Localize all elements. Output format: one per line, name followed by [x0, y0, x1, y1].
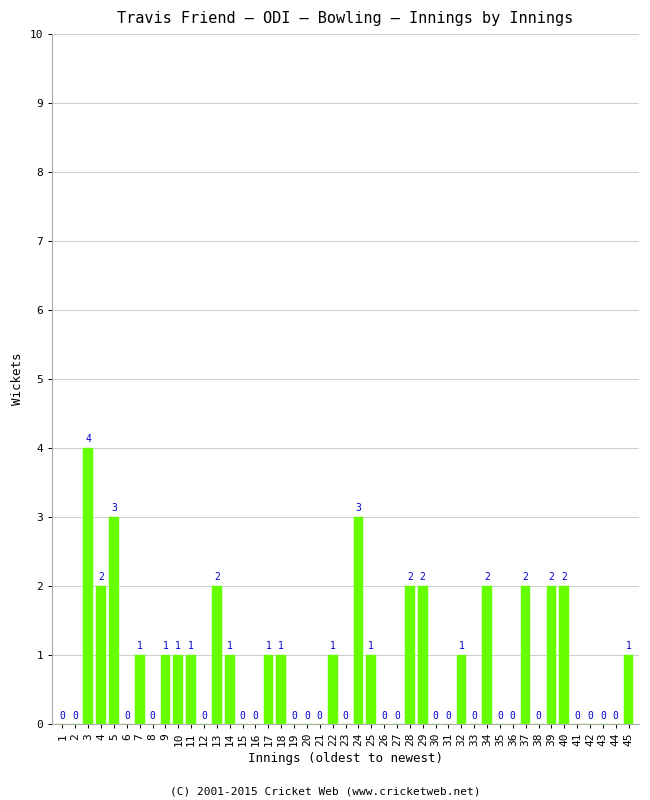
Text: 4: 4 — [85, 434, 91, 444]
Text: 2: 2 — [214, 572, 220, 582]
Text: 0: 0 — [600, 711, 606, 721]
Text: 0: 0 — [510, 711, 515, 721]
Text: 1: 1 — [369, 641, 374, 650]
Bar — [547, 586, 556, 724]
Bar — [354, 517, 363, 724]
Text: 1: 1 — [162, 641, 168, 650]
Bar — [560, 586, 569, 724]
Text: 1: 1 — [265, 641, 271, 650]
Text: 2: 2 — [549, 572, 554, 582]
Bar — [135, 655, 144, 724]
Text: 1: 1 — [227, 641, 233, 650]
Bar — [482, 586, 492, 724]
Text: 0: 0 — [613, 711, 619, 721]
Bar — [367, 655, 376, 724]
Bar — [225, 655, 235, 724]
Text: 0: 0 — [150, 711, 155, 721]
Bar — [174, 655, 183, 724]
Text: 1: 1 — [458, 641, 464, 650]
Text: 0: 0 — [381, 711, 387, 721]
Text: 0: 0 — [394, 711, 400, 721]
Bar — [212, 586, 222, 724]
Bar — [187, 655, 196, 724]
Bar — [83, 448, 93, 724]
Text: 0: 0 — [72, 711, 78, 721]
Text: 2: 2 — [484, 572, 490, 582]
Text: 0: 0 — [343, 711, 348, 721]
Text: (C) 2001-2015 Cricket Web (www.cricketweb.net): (C) 2001-2015 Cricket Web (www.cricketwe… — [170, 786, 480, 796]
Text: 2: 2 — [420, 572, 426, 582]
Bar — [405, 586, 415, 724]
Bar — [624, 655, 633, 724]
Bar — [263, 655, 273, 724]
Text: 1: 1 — [330, 641, 335, 650]
Text: 1: 1 — [176, 641, 181, 650]
X-axis label: Innings (oldest to newest): Innings (oldest to newest) — [248, 752, 443, 765]
Text: 1: 1 — [188, 641, 194, 650]
Text: 0: 0 — [124, 711, 130, 721]
Bar — [328, 655, 337, 724]
Text: 2: 2 — [98, 572, 104, 582]
Text: 0: 0 — [60, 711, 66, 721]
Text: 0: 0 — [574, 711, 580, 721]
Text: 0: 0 — [240, 711, 246, 721]
Text: 0: 0 — [587, 711, 593, 721]
Text: 0: 0 — [471, 711, 477, 721]
Text: 0: 0 — [253, 711, 259, 721]
Text: 0: 0 — [317, 711, 323, 721]
Text: 0: 0 — [445, 711, 451, 721]
Text: 0: 0 — [433, 711, 439, 721]
Text: 0: 0 — [304, 711, 310, 721]
Bar — [96, 586, 106, 724]
Text: 0: 0 — [201, 711, 207, 721]
Text: 1: 1 — [136, 641, 142, 650]
Bar — [456, 655, 466, 724]
Bar — [276, 655, 286, 724]
Text: 1: 1 — [278, 641, 284, 650]
Y-axis label: Wickets: Wickets — [11, 353, 24, 406]
Text: 0: 0 — [497, 711, 503, 721]
Text: 0: 0 — [536, 711, 541, 721]
Text: 2: 2 — [407, 572, 413, 582]
Text: 1: 1 — [626, 641, 632, 650]
Text: 2: 2 — [523, 572, 528, 582]
Text: 2: 2 — [562, 572, 567, 582]
Title: Travis Friend – ODI – Bowling – Innings by Innings: Travis Friend – ODI – Bowling – Innings … — [118, 11, 574, 26]
Text: 3: 3 — [111, 502, 117, 513]
Text: 3: 3 — [356, 502, 361, 513]
Bar — [521, 586, 530, 724]
Bar — [161, 655, 170, 724]
Text: 0: 0 — [291, 711, 297, 721]
Bar — [418, 586, 428, 724]
Bar — [109, 517, 119, 724]
